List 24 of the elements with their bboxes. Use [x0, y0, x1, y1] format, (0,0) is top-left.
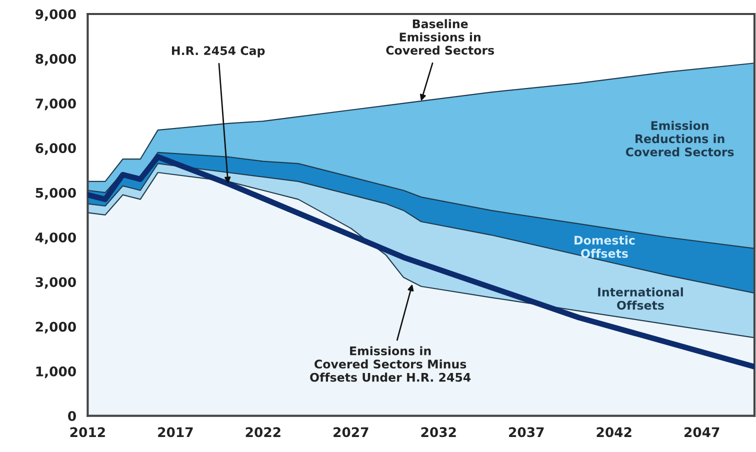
x-tick-label: 2012 — [70, 427, 105, 438]
x-tick-label: 2042 — [596, 427, 632, 438]
y-tick-label: 2,000 — [36, 322, 76, 334]
x-tick-label: 2027 — [334, 427, 368, 438]
x-tick-label: 2047 — [684, 427, 720, 438]
annotation: Baseline Emissions in Covered Sectors — [386, 19, 494, 55]
annotation: Domestic Offsets — [574, 236, 635, 258]
y-tick-label: 9,000 — [36, 9, 76, 21]
annotation: Emission Reductions in Covered Sectors — [626, 120, 734, 156]
y-tick-label: 8,000 — [36, 54, 76, 66]
y-tick-label: 5,000 — [36, 188, 76, 200]
annotation: International Offsets — [598, 287, 683, 310]
x-tick-label: 2037 — [509, 427, 544, 438]
y-tick-label: 1,000 — [36, 366, 76, 378]
x-tick-label: 2017 — [158, 427, 193, 438]
y-tick-label: 4,000 — [35, 232, 76, 244]
y-tick-label: 6,000 — [36, 143, 76, 155]
x-tick-label: 2022 — [246, 427, 280, 438]
y-tick-label: 7,000 — [36, 98, 76, 110]
y-tick-label: 0 — [68, 411, 76, 422]
y-tick-label: 3,000 — [36, 277, 76, 289]
annotation: H.R. 2454 Cap — [172, 46, 265, 58]
x-tick-label: 2032 — [421, 427, 456, 438]
annotation: Emissions in Covered Sectors Minus Offsets Under H.R. 2454 — [310, 346, 471, 382]
